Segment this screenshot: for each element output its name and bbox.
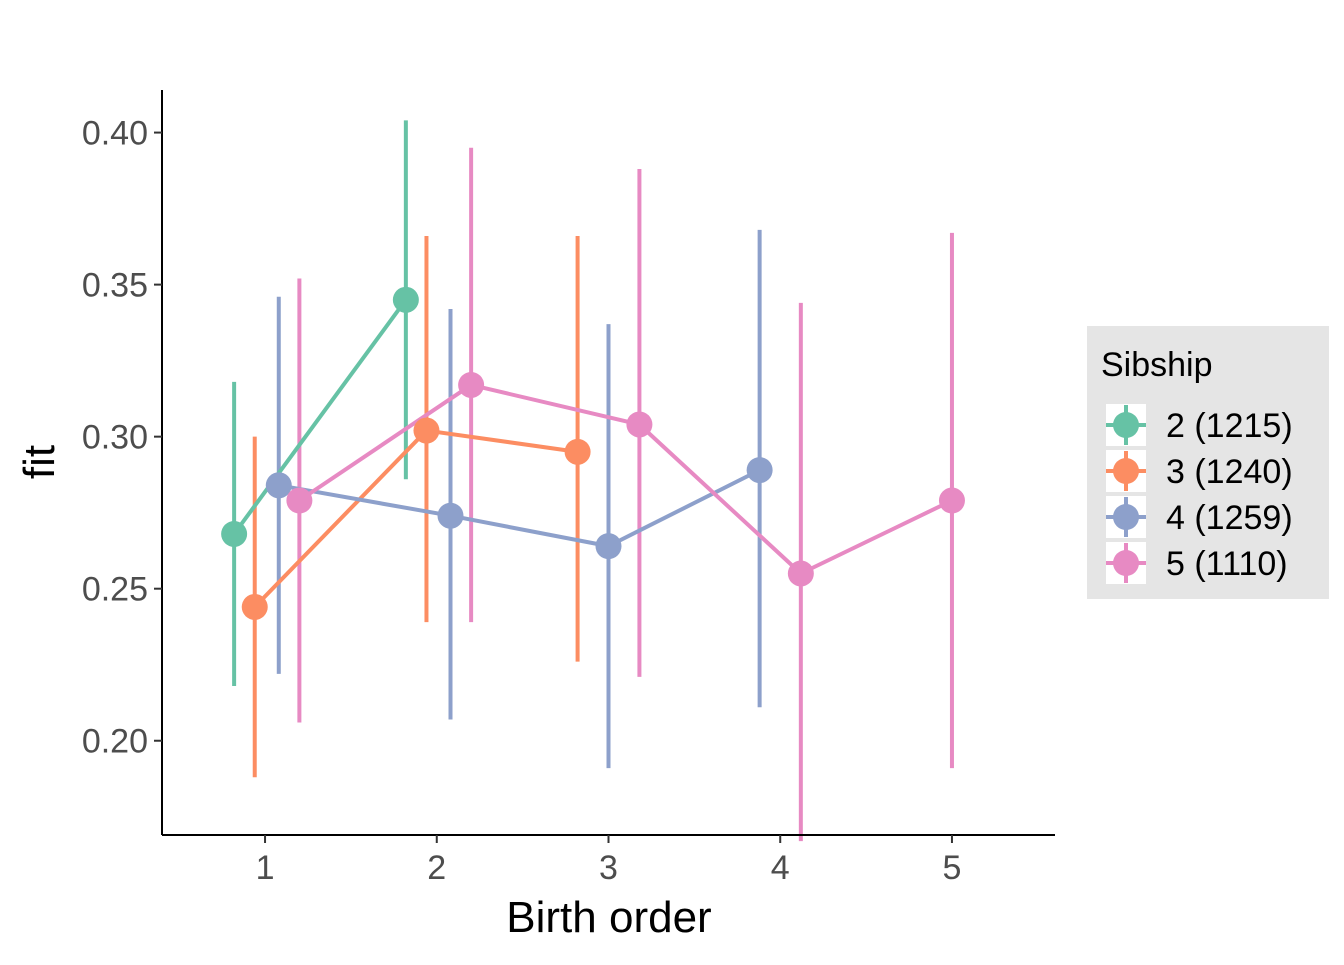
legend-key-1 xyxy=(1106,404,1146,446)
legend-key-point xyxy=(1113,550,1139,576)
series-points-3 xyxy=(265,457,773,560)
legend-key-point xyxy=(1113,504,1139,530)
legend-key-point xyxy=(1113,412,1139,438)
series-line-1 xyxy=(232,298,408,536)
y-tick-label: 0.30 xyxy=(82,419,148,457)
data-point xyxy=(564,438,591,465)
legend-title: Sibship xyxy=(1101,346,1213,384)
legend-key-3 xyxy=(1106,496,1146,538)
y-tick-label: 0.40 xyxy=(82,115,148,153)
data-point xyxy=(241,593,268,620)
legend: Sibship 2 (1215) 3 (1240) 4 (1259) 5 (1110) xyxy=(1087,326,1329,599)
legend-key-4 xyxy=(1106,542,1146,584)
legend-key-point xyxy=(1113,458,1139,484)
series-points-2 xyxy=(241,417,591,620)
data-point xyxy=(413,417,440,444)
series-points-4 xyxy=(286,371,965,587)
legend-label: 5 (1110) xyxy=(1166,545,1288,583)
data-point xyxy=(392,286,419,313)
legend-key-2 xyxy=(1106,450,1146,492)
series-line-3 xyxy=(278,468,761,549)
data-point xyxy=(746,457,773,484)
x-tick-label: 2 xyxy=(427,849,446,887)
data-point xyxy=(595,533,622,560)
legend-label: 3 (1240) xyxy=(1166,453,1293,491)
plot-area xyxy=(221,120,965,842)
data-point xyxy=(787,560,814,587)
series-line-4 xyxy=(298,382,953,576)
series-errorbars-4 xyxy=(297,147,954,842)
y-tick-label: 0.25 xyxy=(82,571,148,609)
series-points-1 xyxy=(221,286,419,547)
y-axis-title: fit xyxy=(15,445,64,479)
data-point xyxy=(437,502,464,529)
legend-label: 4 (1259) xyxy=(1166,499,1293,537)
data-point xyxy=(221,520,248,547)
data-point xyxy=(938,487,965,514)
legend-label: 2 (1215) xyxy=(1166,407,1293,445)
data-point xyxy=(458,371,485,398)
data-point xyxy=(265,472,292,499)
x-tick-label: 1 xyxy=(256,849,275,887)
x-tick-label: 4 xyxy=(771,849,790,887)
data-point xyxy=(286,487,313,514)
y-tick-label: 0.20 xyxy=(82,723,148,761)
x-axis-title: Birth order xyxy=(506,893,711,942)
axes: 0.20 0.25 0.30 0.35 0.40 1 2 3 4 5 xyxy=(82,90,1055,887)
series-line-2 xyxy=(253,428,578,609)
x-tick-label: 3 xyxy=(599,849,618,887)
x-tick-label: 5 xyxy=(943,849,962,887)
y-tick-label: 0.35 xyxy=(82,267,148,305)
data-point xyxy=(626,411,653,438)
